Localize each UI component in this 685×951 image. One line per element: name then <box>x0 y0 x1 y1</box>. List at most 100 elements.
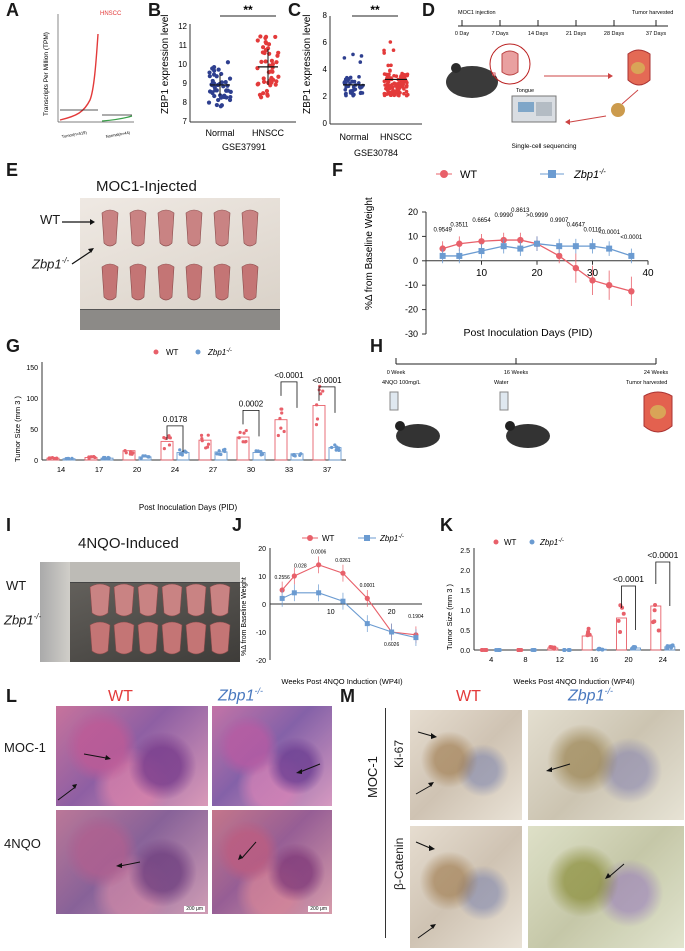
sig-bracket <box>166 425 184 452</box>
dot <box>48 457 52 461</box>
panel-a-title: HNSCC <box>100 11 122 17</box>
data-point <box>439 252 446 259</box>
x-tick-label: 4 <box>489 655 493 664</box>
tongue-sample <box>213 263 231 301</box>
dot <box>404 89 409 94</box>
dot <box>652 608 657 613</box>
legend-ko: Zbp1-/- <box>379 534 404 543</box>
panel-label-b: B <box>148 0 161 20</box>
panel-d-schematic: MOC1 injection Tumor harvested 0 Day 7 D… <box>446 10 673 150</box>
panel-label-k: K <box>440 515 453 535</box>
data-point <box>534 240 540 247</box>
sig-bracket <box>242 410 260 437</box>
dot <box>162 447 166 451</box>
tongue-sample <box>89 583 111 617</box>
dot <box>268 77 273 83</box>
legend-ko: Zbp1-/- <box>573 169 606 181</box>
data-point <box>556 252 563 260</box>
sig-bracket <box>318 386 336 413</box>
tongue-samples <box>89 583 231 655</box>
tongue-samples <box>101 209 259 301</box>
p-value: <0.0001 <box>613 574 644 584</box>
dot <box>50 455 55 460</box>
data-point <box>478 248 485 255</box>
dot <box>225 83 230 88</box>
dot <box>205 445 210 449</box>
panel-c-chart: ZBP1 expression level 0 2 4 6 8 ** Norma… <box>302 4 422 158</box>
tongue-sample <box>101 209 119 247</box>
treat-label: Water <box>494 380 509 386</box>
dot <box>586 626 591 631</box>
tongue-sample <box>241 263 259 301</box>
data-point <box>291 590 297 596</box>
p-value: 0.6026 <box>384 642 400 648</box>
dot <box>207 70 212 75</box>
data-point <box>456 252 463 259</box>
harvest-label: Tumor harvested <box>626 380 667 386</box>
dot <box>212 93 217 99</box>
dot <box>616 618 621 623</box>
dot <box>404 79 408 83</box>
dot <box>382 48 386 53</box>
dot <box>211 72 217 77</box>
x-tick-label: 10 <box>476 268 488 279</box>
bar <box>160 440 174 461</box>
tongue-sample <box>129 263 147 301</box>
bar <box>328 447 342 461</box>
x-tick-label: 20 <box>531 268 543 279</box>
dot <box>394 83 399 88</box>
dot <box>273 34 278 40</box>
dot <box>567 648 572 652</box>
dot <box>215 452 219 456</box>
dot <box>344 91 348 96</box>
legend-ko: Zbp1-/- <box>539 538 564 547</box>
dot <box>652 619 657 624</box>
ytick: 0 <box>323 119 328 128</box>
dot <box>318 384 322 388</box>
dot <box>263 34 269 39</box>
x-tick-label: 16 <box>590 655 598 664</box>
data-point <box>316 590 322 596</box>
dot <box>101 455 106 460</box>
p-value: <0.0001 <box>620 235 643 241</box>
panel-i-title: 4NQO-Induced <box>78 535 179 552</box>
dot <box>227 97 233 103</box>
j-ylabel: %Δ from Baseline Weight <box>241 577 248 656</box>
l-row-moc1: MOC-1 <box>4 740 46 755</box>
dot <box>143 454 147 458</box>
dot <box>333 443 337 447</box>
tongue-sample <box>137 621 159 655</box>
he-image-wt-moc1 <box>56 706 208 806</box>
ytick: 4 <box>323 65 328 74</box>
series-line <box>281 592 417 639</box>
data-point <box>517 245 524 252</box>
tongue-sample <box>101 263 119 301</box>
x-tick-label: 24 <box>171 465 179 474</box>
data-point <box>628 288 635 295</box>
tongue-sample <box>161 621 183 655</box>
y-tick-label: 0.0 <box>460 648 470 655</box>
dot <box>388 93 393 97</box>
data-point <box>606 245 613 252</box>
row-arrows <box>62 219 95 265</box>
tumor-photo-moc1 <box>80 198 280 330</box>
panel-c-group1: Normal <box>339 132 368 142</box>
dot <box>280 407 284 411</box>
dot <box>93 455 97 460</box>
dot <box>386 63 391 68</box>
y-tick-label: -30 <box>405 329 418 339</box>
dot <box>359 54 364 58</box>
dot <box>382 51 386 55</box>
dot <box>214 88 219 93</box>
bar <box>290 453 304 461</box>
bar <box>581 635 593 651</box>
dot <box>260 45 266 50</box>
legend-wt: WT <box>322 534 335 543</box>
ytick: 8 <box>323 11 328 20</box>
dot <box>223 80 228 85</box>
dot <box>216 97 221 103</box>
dot <box>315 417 320 421</box>
dot <box>387 86 392 90</box>
dot <box>219 452 223 457</box>
bar <box>236 436 250 461</box>
